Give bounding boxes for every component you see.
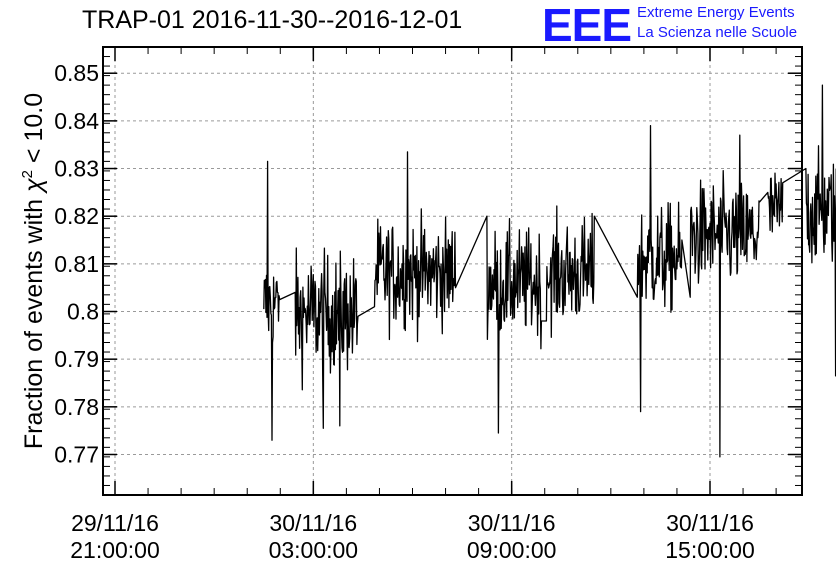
ylabel-suffix: < 10.0	[20, 93, 48, 170]
y-tick-label: 0.84	[54, 108, 99, 134]
plot-frame	[102, 46, 803, 496]
chart-title: TRAP-01 2016-11-30--2016-12-01	[82, 6, 463, 34]
ylabel-symbol: χ	[20, 178, 48, 194]
y-tick-label: 0.8	[67, 299, 99, 325]
ylabel-prefix: Fraction of events with	[20, 192, 48, 449]
ylabel-sup: 2	[19, 170, 36, 178]
x-tick-label-date: 30/11/16	[269, 510, 357, 536]
x-tick-label-date: 29/11/16	[71, 510, 159, 536]
y-tick-label: 0.81	[54, 251, 99, 277]
x-tick-label-date: 30/11/16	[666, 510, 754, 536]
x-tick-label-date: 30/11/16	[468, 510, 556, 536]
y-tick-label: 0.82	[54, 203, 99, 229]
y-tick-label: 0.77	[54, 441, 99, 467]
y-axis: 0.77 0.78 0.79 0.8 0.81 0.82 0.83 0.84 0.85	[54, 46, 802, 496]
y-tick-label: 0.78	[54, 394, 99, 420]
x-tick-label-time: 21:00:00	[70, 537, 160, 563]
y-axis-label: Fraction of events with χ2 < 10.0	[19, 93, 48, 449]
x-axis: 29/11/1621:00:0030/11/1603:00:0030/11/16…	[70, 47, 777, 563]
eee-logo-mark: EEE	[542, 0, 632, 51]
series-line	[263, 84, 836, 458]
eee-logo: EEE Extreme Energy Events La Scienza nel…	[540, 0, 830, 51]
x-tick-label-time: 09:00:00	[467, 537, 557, 563]
y-tick-label: 0.85	[54, 60, 99, 86]
x-tick-label-time: 15:00:00	[665, 537, 755, 563]
logo-line-1: Extreme Energy Events	[637, 4, 795, 21]
series-layer	[263, 84, 836, 458]
y-tick-label: 0.79	[54, 346, 99, 372]
logo-line-2: La Scienza nelle Scuole	[637, 24, 798, 41]
y-tick-label: 0.83	[54, 156, 99, 182]
x-tick-label-time: 03:00:00	[269, 537, 359, 563]
